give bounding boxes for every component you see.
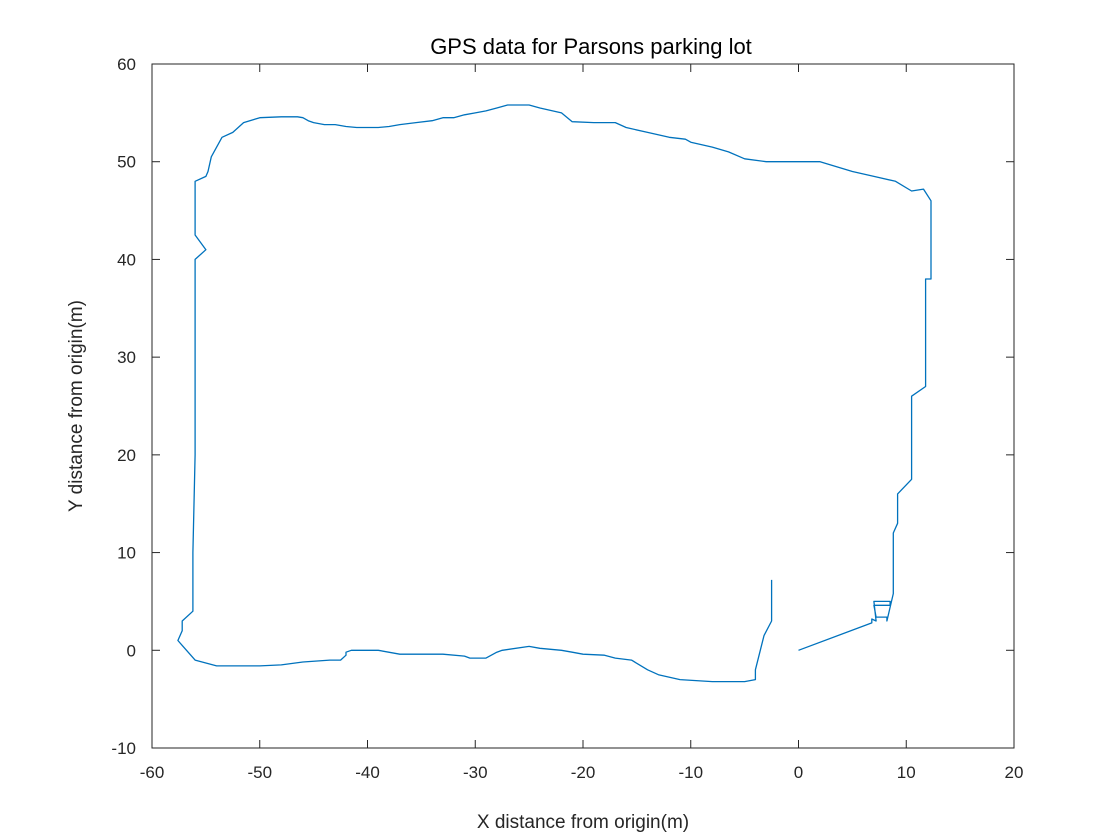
x-tick-label: -20 (571, 763, 596, 782)
y-tick-label: 0 (127, 641, 136, 660)
axes-frame (151, 63, 1015, 749)
x-tick-label: 10 (897, 763, 916, 782)
plot-area (177, 104, 932, 683)
x-tick-label: 0 (794, 763, 803, 782)
y-tick-label: 20 (117, 446, 136, 465)
x-axis-ticks: -60 -50 -40 -30 -20 -10 0 10 20 (140, 64, 1024, 782)
axes-box (151, 63, 1015, 749)
y-tick-label: 30 (117, 348, 136, 367)
x-tick-label: 20 (1005, 763, 1024, 782)
y-tick-label: 10 (117, 544, 136, 563)
y-tick-label: -10 (111, 739, 136, 758)
x-tick-label: -40 (355, 763, 380, 782)
y-axis-label: Y distance from origin(m) (66, 300, 87, 512)
x-tick-label: -30 (463, 763, 488, 782)
x-tick-label: -50 (247, 763, 272, 782)
x-tick-label: -10 (678, 763, 703, 782)
x-axis-label: X distance from origin(m) (477, 812, 689, 833)
series-line (177, 104, 932, 683)
x-tick-label: -60 (140, 763, 165, 782)
y-tick-label: 50 (117, 153, 136, 172)
y-tick-label: 60 (117, 55, 136, 74)
y-axis-ticks: -10 0 10 20 30 40 50 60 (111, 55, 1014, 758)
chart-title: GPS data for Parsons parking lot (430, 34, 752, 59)
y-tick-label: 40 (117, 250, 136, 269)
